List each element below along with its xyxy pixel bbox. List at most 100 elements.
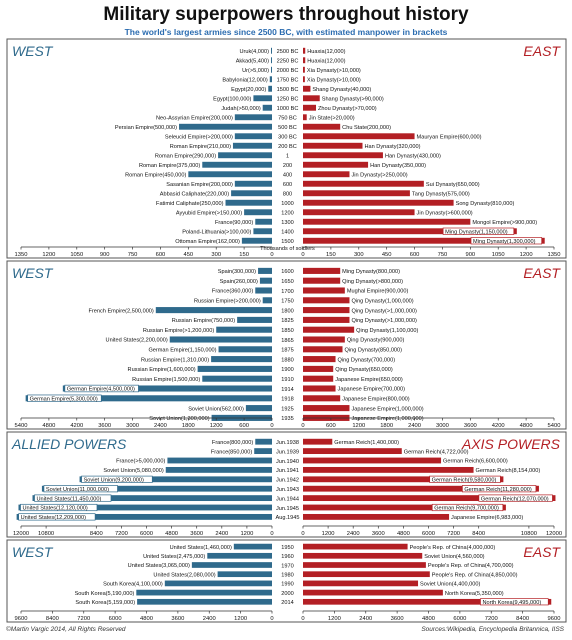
- east-label: Qing Dynasty(>800,000): [342, 279, 403, 285]
- panel-right-header: AXIS POWERS: [461, 436, 561, 452]
- panel-left-header: ALLIED POWERS: [11, 436, 127, 452]
- east-label: North Korea(5,350,000): [445, 591, 504, 597]
- bar-east: [303, 237, 545, 244]
- panel-frame: [6, 38, 567, 259]
- bar-west: [259, 277, 272, 284]
- year-label: 1960: [281, 554, 293, 560]
- west-label: United States(2,475,000): [143, 554, 205, 560]
- tick-label-east: 3600: [464, 423, 477, 429]
- panel-frame: [6, 431, 567, 538]
- panel-right-header: EAST: [523, 265, 561, 281]
- east-label-box: [461, 485, 537, 493]
- west-label: Roman Empire(290,000): [155, 153, 216, 159]
- west-label: Roman Empire(375,000): [139, 163, 200, 169]
- east-label: Qing Dynasty(1,100,000): [356, 328, 418, 334]
- bar-east: [303, 571, 430, 578]
- tick-label-east: 6000: [422, 531, 435, 537]
- year-label: 1000 BC: [277, 106, 299, 112]
- east-label: Sui Dynasty(650,000): [426, 182, 480, 188]
- tick-label-east: 4200: [492, 423, 505, 429]
- bar-east: [303, 57, 306, 64]
- year-label: 1750: [281, 299, 293, 305]
- tick-label-west: 7200: [115, 531, 128, 537]
- west-label: Soviet Union(5,080,000): [103, 468, 163, 474]
- bar-west: [269, 76, 272, 83]
- year-label: 300 BC: [278, 135, 297, 141]
- west-label: Sasanian Empire(200,000): [166, 182, 233, 188]
- east-label: Qing Dynasty(850,000): [345, 348, 403, 354]
- east-label: Jin Dynasty(>250,000): [351, 172, 407, 178]
- bar-west: [225, 199, 272, 206]
- west-label-box: [34, 494, 112, 502]
- tick-label-east: 1200: [322, 531, 335, 537]
- page-subtitle: The world's largest armies since 2500 BC…: [124, 27, 448, 37]
- bar-west: [202, 375, 272, 382]
- west-label-box: [27, 394, 102, 402]
- tick-label-west: 1200: [42, 252, 55, 258]
- east-label-box: [470, 237, 543, 245]
- west-label: Soviet Union(11,000,000): [46, 487, 109, 493]
- bar-west: [18, 504, 272, 511]
- west-label: Russian Empire(750,000): [172, 318, 236, 324]
- tick-label-west: 8400: [90, 531, 103, 537]
- tick-label-east: 0: [301, 252, 304, 258]
- tick-label-east: 9600: [548, 616, 561, 622]
- west-label: Russian Empire(1,500,000): [132, 377, 200, 383]
- year-label: 1200: [281, 211, 293, 217]
- bar-east: [303, 580, 419, 587]
- panel-left-header: WEST: [12, 43, 54, 59]
- year-label: Aug.1945: [276, 515, 300, 521]
- panel-left-header: WEST: [12, 544, 54, 560]
- bar-east: [303, 466, 474, 473]
- east-label: People's Rep. of China(4,700,000): [428, 563, 514, 569]
- bar-west: [270, 57, 272, 64]
- west-label: Egypt(20,000): [231, 87, 266, 93]
- west-label: Egypt(100,000): [213, 96, 251, 102]
- bar-east: [303, 180, 424, 187]
- west-label: Ayyubid Empire(>150,000): [176, 210, 242, 216]
- bar-east: [303, 598, 552, 605]
- east-label: Shang Dynasty(40,000): [312, 87, 371, 93]
- west-label: Uruk(4,000): [239, 49, 269, 55]
- tick-label-east: 10800: [521, 531, 537, 537]
- bar-west: [217, 571, 272, 578]
- west-label: Russian Empire(1,600,000): [128, 367, 196, 373]
- bar-east: [303, 405, 350, 412]
- bar-east: [303, 356, 336, 363]
- west-label: United States(2,200,000): [106, 338, 168, 344]
- east-label-box: [478, 494, 553, 502]
- west-label: South Korea(5,159,000): [75, 600, 135, 606]
- west-label-box: [81, 475, 153, 483]
- bar-west: [234, 133, 272, 140]
- east-label: Japanese Empire(1,000,000): [351, 416, 423, 422]
- west-label: France(90,000): [215, 220, 253, 226]
- east-label: Qing Dynasty(900,000): [347, 338, 405, 344]
- west-label: Poland-Lithuania(>100,000): [182, 229, 251, 235]
- year-label: Jun.1945: [276, 506, 299, 512]
- tick-label-east: 0: [301, 423, 304, 429]
- year-label: 1925: [281, 406, 293, 412]
- bar-east: [303, 346, 343, 353]
- year-label: 1825: [281, 318, 293, 324]
- bar-west: [167, 457, 272, 464]
- bar-west: [211, 356, 272, 363]
- east-label: German Reich(9,700,000): [434, 506, 499, 512]
- bar-west: [191, 562, 272, 568]
- west-label: Neo-Assyrian Empire(200,000): [156, 115, 233, 121]
- bar-east: [303, 123, 341, 130]
- bar-west: [25, 395, 272, 402]
- west-label: France(800,000): [212, 440, 253, 446]
- tick-label-west: 12000: [13, 531, 29, 537]
- bar-east: [303, 375, 334, 382]
- bar-west: [207, 552, 272, 559]
- tick-label-east: 3600: [391, 616, 404, 622]
- west-label: German Empire(5,300,000): [30, 397, 98, 403]
- bar-west: [32, 495, 272, 502]
- bar-east: [303, 104, 317, 111]
- bar-east: [303, 457, 442, 464]
- tick-label-east: 300: [354, 252, 364, 258]
- tick-label-west: 150: [239, 252, 249, 258]
- tick-label-west: 10800: [38, 531, 54, 537]
- year-label: 1935: [281, 416, 293, 422]
